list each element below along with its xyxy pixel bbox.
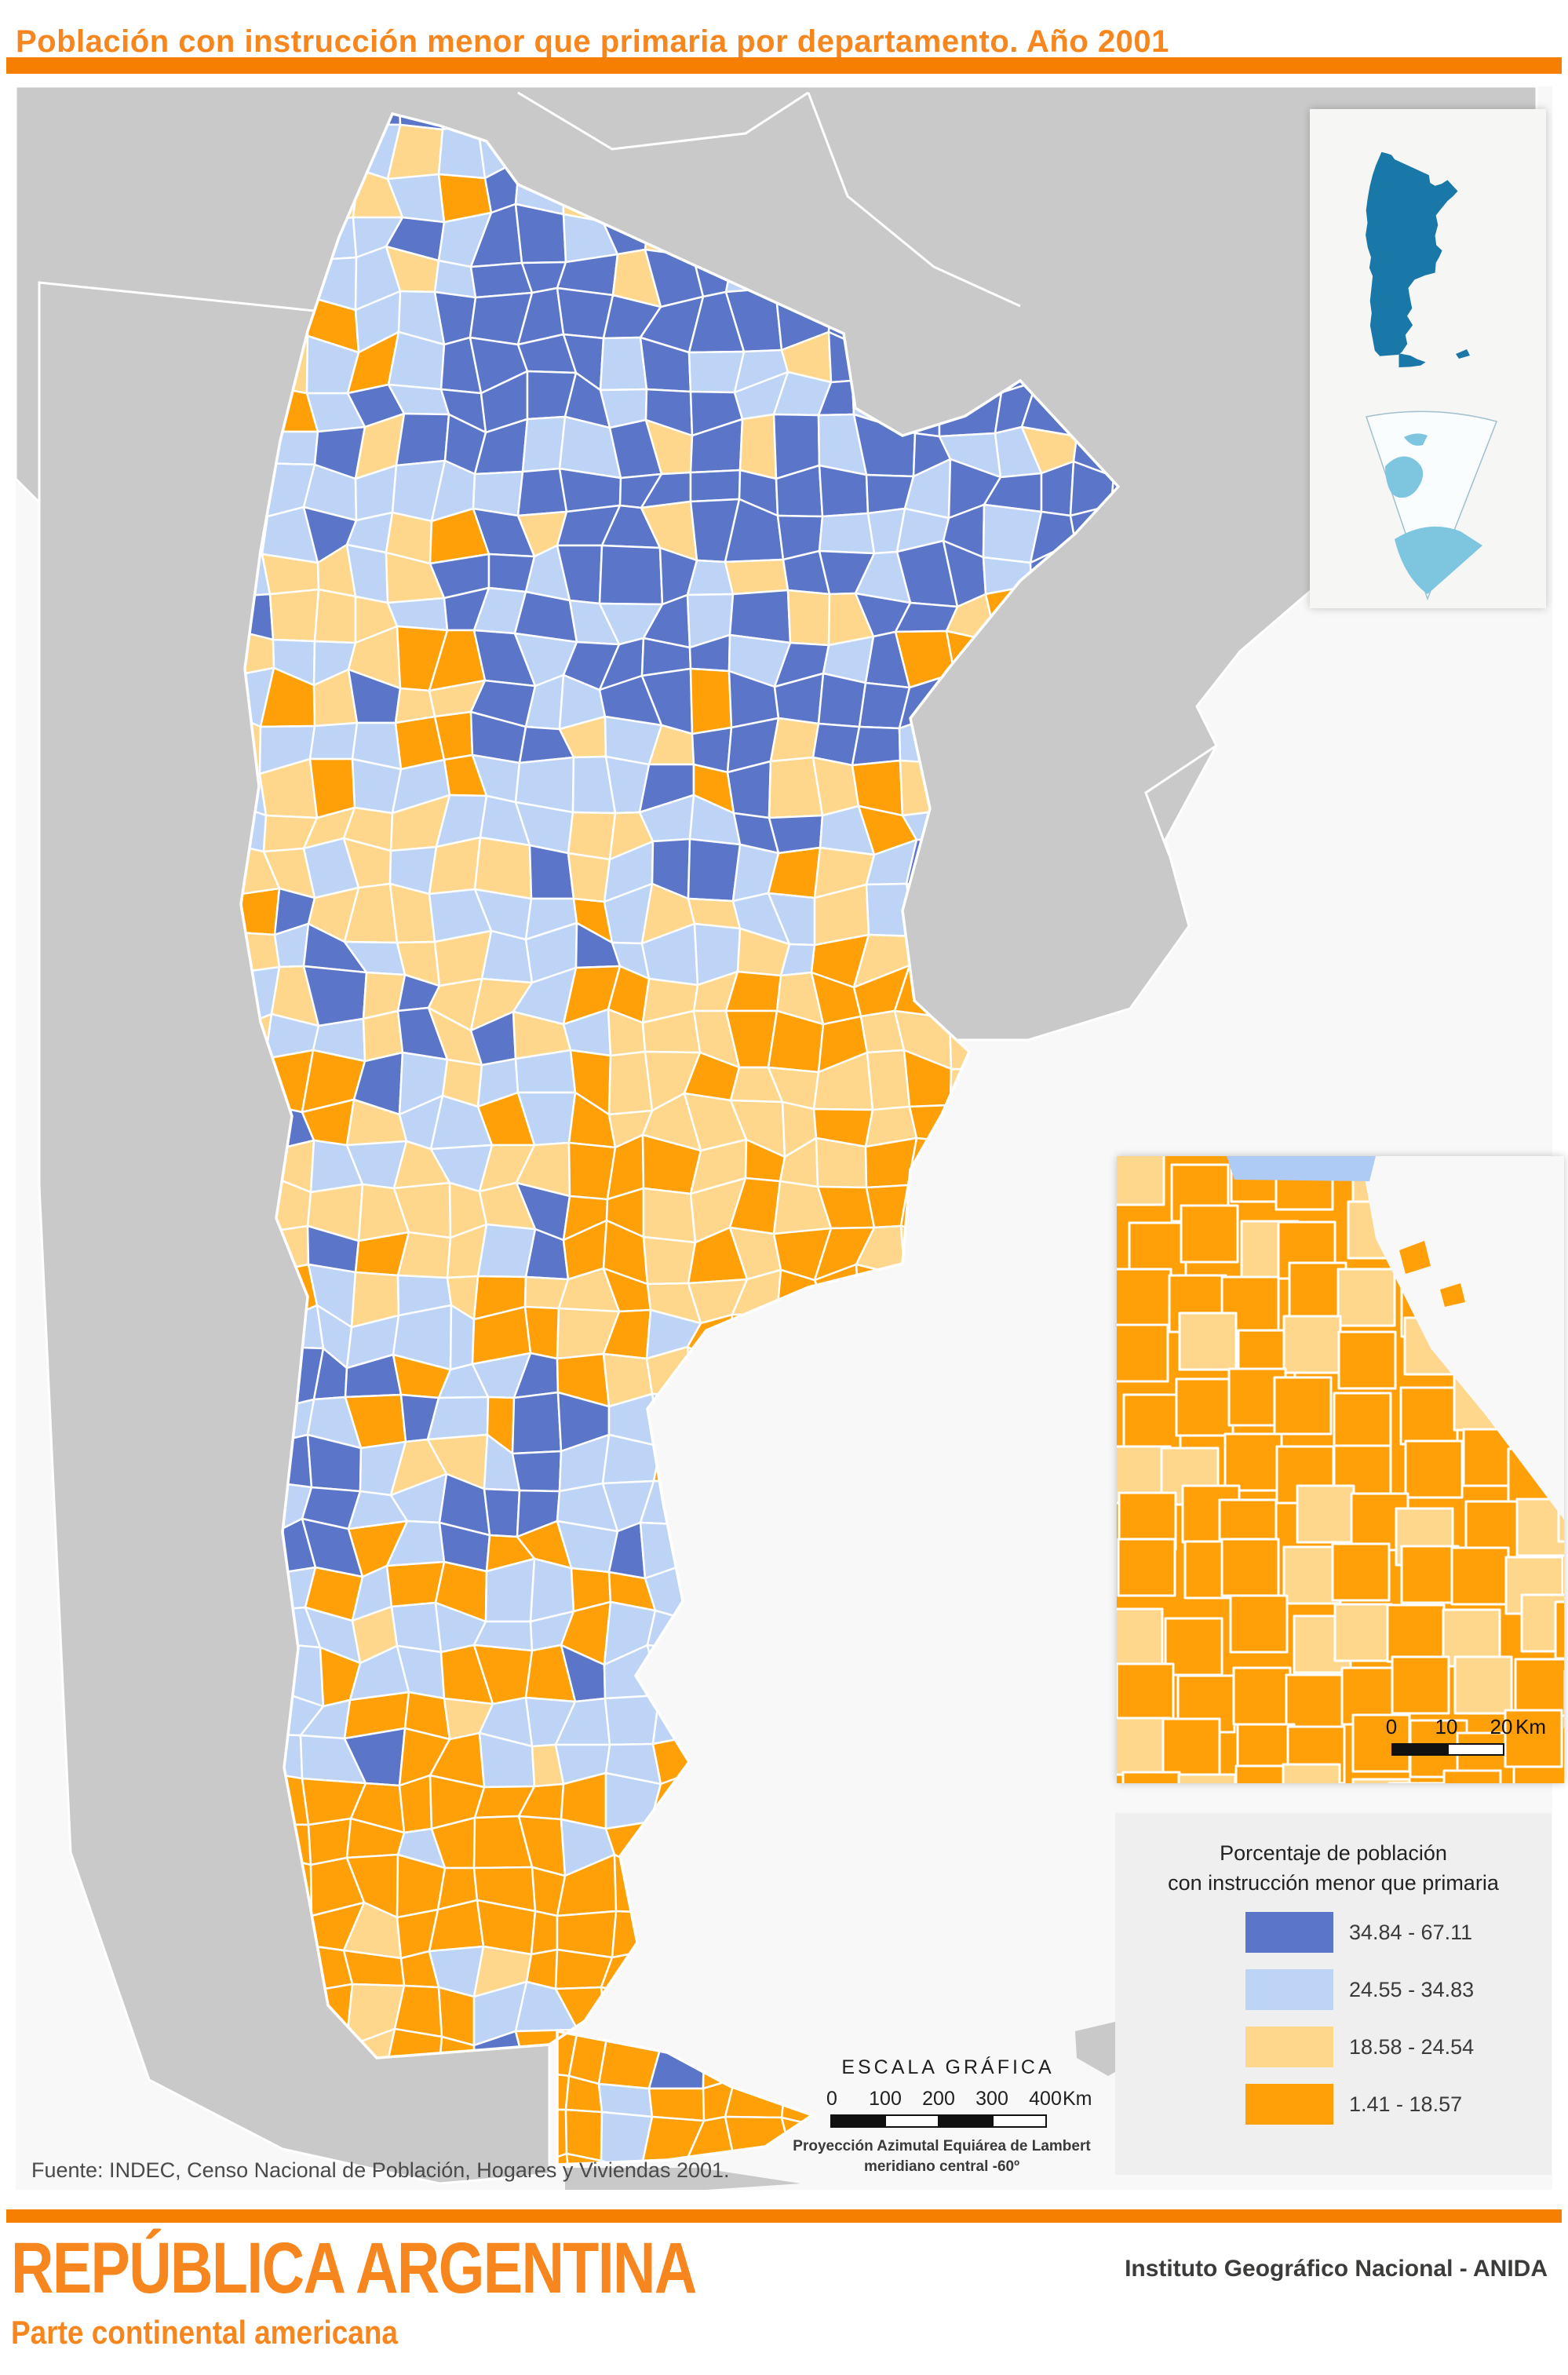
- legend-label-class4: 1.41 - 18.57: [1349, 2092, 1463, 2116]
- legend-label-class3: 18.58 - 24.54: [1349, 2035, 1475, 2059]
- legend-title: Porcentaje de población con instrucción …: [1115, 1838, 1552, 1898]
- scale-tick-200: 200: [922, 2088, 955, 2110]
- projection-line2: meridiano central -60º: [863, 2158, 1020, 2175]
- argentina-choropleth-map: [16, 86, 1552, 2190]
- projection-note: Proyección Azimutal Equiárea de Lambert …: [793, 2136, 1091, 2177]
- legend-swatch-class3: [1245, 2027, 1333, 2067]
- argentina-location-inset: [1310, 109, 1546, 608]
- page-title: Población con instrucción menor que prim…: [16, 24, 1169, 59]
- top-accent-bar: [6, 57, 1562, 74]
- buenos-aires-detail-map: [1117, 1156, 1564, 1783]
- legend-row-class1: 34.84 - 67.11: [1115, 1912, 1552, 1953]
- legend-rows: 34.84 - 67.11 24.55 - 34.83 18.58 - 24.5…: [1115, 1912, 1552, 2141]
- source-note: Fuente: INDEC, Censo Nacional de Poblaci…: [31, 2158, 730, 2182]
- legend-title-line2: con instrucción menor que primaria: [1168, 1871, 1499, 1895]
- scale-tick-300: 300: [975, 2088, 1008, 2110]
- footer-subtitle: Parte continental americana: [11, 2314, 398, 2351]
- scale-seg-3: [938, 2116, 992, 2126]
- footer-country-title: REPÚBLICA ARGENTINA: [11, 2228, 697, 2308]
- legend-swatch-class1: [1245, 1912, 1333, 1953]
- main-map-area: [16, 86, 1552, 2190]
- legend: Porcentaje de población con instrucción …: [1115, 1813, 1552, 2175]
- graphic-scale-title: ESCALA GRÁFICA: [841, 2056, 1055, 2078]
- legend-label-class2: 24.55 - 34.83: [1349, 1978, 1475, 2001]
- scale-tick-0: 0: [826, 2088, 837, 2110]
- graphic-scale-ticks: 0 100 200 300 400: [822, 2088, 1074, 2110]
- scale-seg-1: [832, 2116, 884, 2126]
- legend-swatch-class4: [1245, 2084, 1333, 2125]
- legend-swatch-class2: [1245, 1969, 1333, 2010]
- scale-unit: Km: [1063, 2088, 1092, 2110]
- legend-label-class1: 34.84 - 67.11: [1349, 1921, 1473, 1944]
- scale-seg-4: [991, 2116, 1045, 2126]
- scale-bar: [830, 2114, 1047, 2128]
- projection-line1: Proyección Azimutal Equiárea de Lambert: [793, 2138, 1091, 2154]
- footer-agency: Instituto Geográfico Nacional - ANIDA: [1125, 2256, 1548, 2282]
- legend-row-class2: 24.55 - 34.83: [1115, 1969, 1552, 2010]
- graphic-scale: ESCALA GRÁFICA 0 100 200 300 400 Km: [822, 2056, 1092, 2135]
- bottom-accent-bar: [6, 2209, 1562, 2223]
- scale-tick-400: 400: [1029, 2088, 1062, 2110]
- legend-title-line1: Porcentaje de población: [1220, 1841, 1447, 1865]
- scale-seg-2: [884, 2116, 938, 2126]
- legend-row-class4: 1.41 - 18.57: [1115, 2084, 1552, 2125]
- detail-inset: 0 10 20 Km: [1117, 1156, 1564, 1783]
- scale-tick-100: 100: [869, 2088, 902, 2110]
- legend-row-class3: 18.58 - 24.54: [1115, 2027, 1552, 2067]
- overview-inset: [1310, 109, 1546, 608]
